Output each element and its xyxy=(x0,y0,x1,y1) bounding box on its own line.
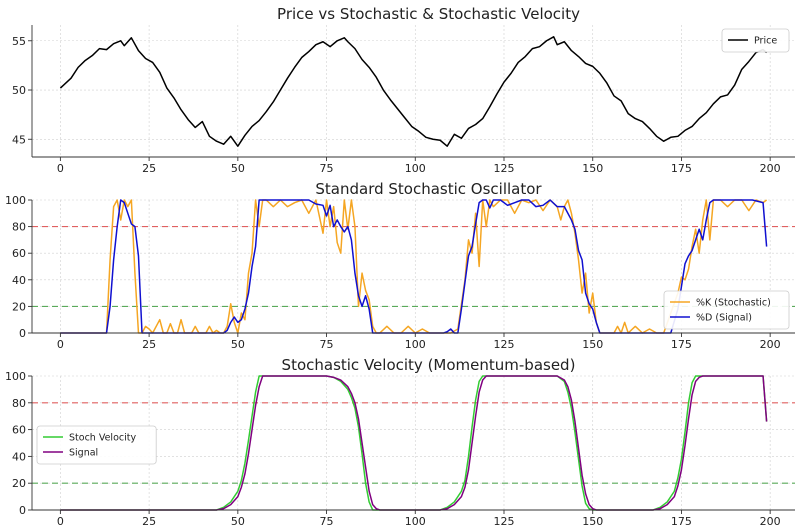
x-tick-label: 200 xyxy=(760,515,781,528)
x-tick-label: 150 xyxy=(582,515,603,528)
legend-box xyxy=(36,425,157,465)
x-tick-label: 75 xyxy=(320,162,334,175)
legend: Price xyxy=(721,28,790,53)
x-tick-label: 150 xyxy=(582,162,603,175)
x-tick-label: 0 xyxy=(57,162,64,175)
legend-label: Signal xyxy=(69,448,98,459)
series-line-stoch-velocity xyxy=(60,375,768,511)
chart-panel-3: 0 25 50 75 100 125 150 175 200 0 20 40 60 80 100 Stocha… xyxy=(5,356,795,528)
x-tick-label: 125 xyxy=(493,338,514,351)
y-tick-label: 50 xyxy=(12,84,26,97)
y-tick-label: 0 xyxy=(19,504,26,517)
chart-title: Stochastic Velocity (Momentum-based) xyxy=(282,356,576,374)
series-line--k-stochastic xyxy=(60,199,768,334)
x-tick-label: 100 xyxy=(405,515,426,528)
x-tick-label: 75 xyxy=(320,515,334,528)
series-line-signal xyxy=(60,375,768,511)
chart-title: Price vs Stochastic & Stochastic Velocit… xyxy=(277,5,580,23)
x-tick-label: 50 xyxy=(231,515,245,528)
y-tick-label: 0 xyxy=(19,327,26,340)
chart-title: Standard Stochastic Oscillator xyxy=(315,180,542,198)
legend-box xyxy=(663,290,790,330)
x-tick-label: 125 xyxy=(493,162,514,175)
legend: Stoch Velocity Signal xyxy=(36,425,157,465)
x-tick-label: 50 xyxy=(231,338,245,351)
y-tick-label: 40 xyxy=(12,450,26,463)
legend-label: %D (Signal) xyxy=(696,313,752,324)
y-tick-label: 55 xyxy=(12,35,26,48)
x-tick-label: 200 xyxy=(760,338,781,351)
x-tick-label: 175 xyxy=(671,338,692,351)
y-tick-label: 100 xyxy=(5,370,26,383)
x-tick-label: 100 xyxy=(405,162,426,175)
x-tick-label: 100 xyxy=(405,338,426,351)
legend-box xyxy=(721,28,790,53)
legend-label: %K (Stochastic) xyxy=(696,298,771,309)
chart-panel-1: 0 25 50 75 100 125 150 175 200 45 50 55 Price vs Sto… xyxy=(12,5,795,175)
legend-label: Stoch Velocity xyxy=(69,433,136,444)
x-tick-label: 125 xyxy=(493,515,514,528)
legend-label: Price xyxy=(754,36,777,47)
x-tick-label: 25 xyxy=(142,338,156,351)
x-tick-label: 75 xyxy=(320,338,334,351)
x-tick-label: 50 xyxy=(231,162,245,175)
x-tick-label: 175 xyxy=(671,162,692,175)
legend: %K (Stochastic) %D (Signal) xyxy=(663,290,790,330)
y-tick-label: 80 xyxy=(12,397,26,410)
y-tick-label: 80 xyxy=(12,221,26,234)
y-tick-label: 45 xyxy=(12,133,26,146)
x-tick-label: 175 xyxy=(671,515,692,528)
x-tick-label: 0 xyxy=(57,338,64,351)
x-tick-label: 150 xyxy=(582,338,603,351)
y-tick-label: 20 xyxy=(12,477,26,490)
y-tick-label: 60 xyxy=(12,424,26,437)
series-line--d-signal xyxy=(60,199,768,334)
y-tick-label: 60 xyxy=(12,247,26,260)
y-tick-label: 20 xyxy=(12,300,26,313)
x-tick-label: 25 xyxy=(142,515,156,528)
y-tick-label: 100 xyxy=(5,194,26,207)
series-line-price xyxy=(59,36,768,147)
x-tick-label: 25 xyxy=(142,162,156,175)
x-tick-label: 200 xyxy=(760,162,781,175)
y-tick-label: 40 xyxy=(12,274,26,287)
chart-panel-2: 0 25 50 75 100 125 150 175 200 0 20 40 60 80 100 Standa… xyxy=(5,180,795,351)
x-tick-label: 0 xyxy=(57,515,64,528)
